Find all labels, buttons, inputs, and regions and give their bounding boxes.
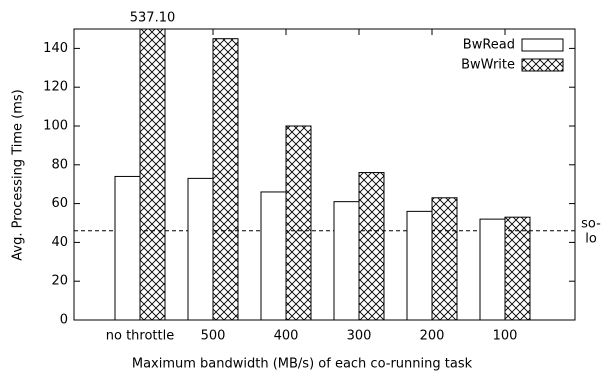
bar [504, 216, 531, 320]
bar [406, 210, 433, 320]
y-tick-label: 60 [51, 196, 68, 211]
x-tick-label: no throttle [106, 329, 174, 344]
legend-swatch [521, 38, 564, 52]
bar [187, 177, 214, 320]
legend-label: BwRead [463, 38, 515, 53]
bar [285, 125, 312, 320]
reference-label: so- [581, 216, 601, 231]
bar [139, 29, 166, 320]
y-tick-label: 40 [51, 235, 68, 250]
x-tick-label: 500 [201, 329, 226, 344]
bars [114, 29, 531, 320]
y-tick-label: 0 [60, 313, 68, 328]
bar [431, 197, 458, 320]
y-axis-label: Avg. Processing Time (ms) [11, 89, 26, 260]
x-tick-label: 300 [347, 329, 372, 344]
plot-frame [73, 28, 576, 321]
legend-label: BwWrite [461, 58, 515, 73]
y-tick-label: 100 [43, 119, 68, 134]
bar [212, 38, 239, 320]
y-tick-label: 80 [51, 157, 68, 172]
bar [479, 218, 506, 320]
value-label: 537.10 [130, 11, 176, 26]
bar [333, 201, 360, 320]
reference-label: lo [585, 231, 597, 246]
x-tick-label: 100 [493, 329, 518, 344]
x-axis-label: Maximum bandwidth (MB/s) of each co-runn… [132, 357, 473, 372]
y-tick-label: 120 [43, 80, 68, 95]
x-tick-label: 400 [274, 329, 299, 344]
x-tick-label: 200 [420, 329, 445, 344]
bar [260, 191, 287, 320]
bar [114, 175, 141, 320]
y-tick-label: 20 [51, 274, 68, 289]
y-tick-label: 140 [43, 41, 68, 56]
legend-swatch [521, 58, 564, 72]
bar [358, 172, 385, 320]
